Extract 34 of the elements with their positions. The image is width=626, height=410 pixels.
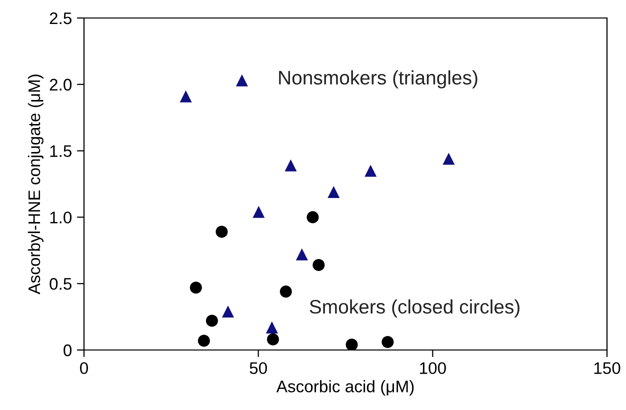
y-tick-label: 1.0 [50, 212, 72, 224]
point [206, 314, 218, 327]
point [190, 282, 202, 294]
point [442, 152, 455, 165]
point [364, 164, 377, 177]
point [198, 334, 210, 347]
point [266, 321, 278, 334]
x-tick-label: 100 [420, 362, 446, 374]
y-tick-label: 2.5 [50, 12, 72, 24]
point [346, 338, 358, 350]
y-tick-label: 2.0 [50, 78, 72, 91]
point [280, 286, 292, 298]
point [236, 74, 248, 86]
point [222, 305, 234, 318]
x-tick-label: 50 [250, 362, 267, 374]
annotation: Nonsmokers (triangles) [279, 70, 478, 88]
annotation: Smokers (closed circles) [310, 299, 520, 318]
point [296, 248, 308, 260]
x-tick-label: 150 [594, 362, 620, 374]
point [284, 159, 297, 172]
x-axis-title: Ascorbic acid (μM) [276, 380, 414, 396]
point [266, 333, 279, 346]
x-tick-label: 0 [80, 362, 88, 374]
point [306, 211, 319, 224]
point [180, 90, 192, 102]
y-tick-label: 0 [64, 344, 72, 356]
point [328, 186, 340, 198]
point [216, 226, 228, 238]
point [312, 258, 325, 272]
y-tick-label: 1.5 [50, 145, 72, 158]
y-tick-label: 0.5 [50, 278, 72, 290]
point [382, 336, 394, 348]
point [252, 206, 265, 218]
y-axis-title: Ascorbyl-HNE conjugate (μM) [28, 74, 44, 294]
